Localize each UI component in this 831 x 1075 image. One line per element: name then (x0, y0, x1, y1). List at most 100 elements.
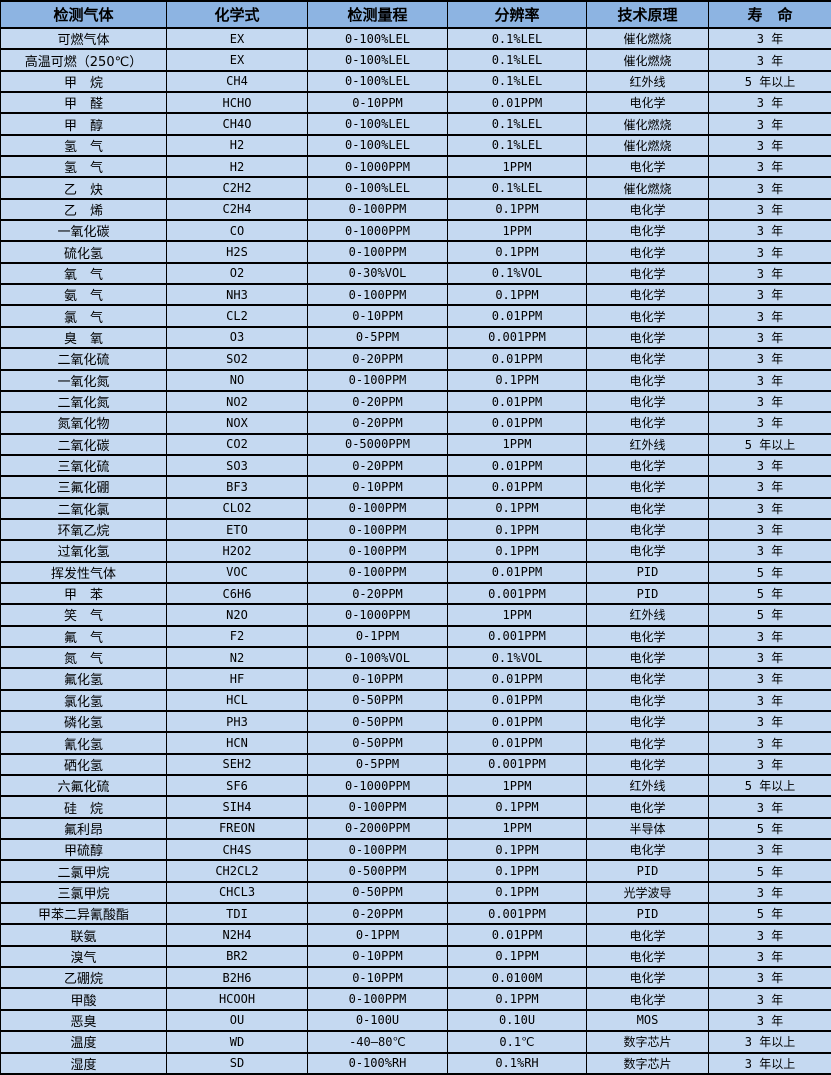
cell-range: 0-100%LEL (307, 112, 448, 136)
cell-resolution: 0.01PPM (447, 411, 587, 435)
cell-range: 0-10PPM (307, 91, 448, 115)
cell-resolution: 0.01PPM (447, 923, 587, 947)
cell-gas: 湿度 (0, 1051, 167, 1075)
cell-principle: 催化燃烧 (586, 133, 709, 158)
cell-lifespan: 5 年 (708, 902, 831, 926)
cell-gas: 笑 气 (0, 603, 167, 627)
cell-lifespan: 3 年 (708, 838, 831, 862)
cell-range: 0-5000PPM (307, 432, 448, 456)
cell-principle: 红外线 (586, 774, 709, 798)
cell-resolution: 0.001PPM (447, 624, 587, 648)
cell-lifespan: 5 年以上 (708, 432, 831, 456)
table-row: 湿度 SD 0-100%RH 0.1%RH 数字芯片 3 年以上 (0, 1051, 831, 1075)
column-header-principle: 技术原理 (586, 0, 709, 29)
cell-gas: 一氧化碳 (0, 219, 167, 243)
cell-resolution: 0.01PPM (447, 475, 587, 499)
cell-range: 0-100PPM (307, 539, 448, 563)
cell-gas: 氯 气 (0, 304, 167, 328)
cell-gas: 乙硼烷 (0, 966, 167, 990)
cell-lifespan: 3 年以上 (708, 1051, 831, 1075)
table-row: 甲酸 HCOOH 0-100PPM 0.1PPM 电化学 3 年 (0, 987, 831, 1011)
cell-gas: 挥发性气体 (0, 560, 167, 584)
table-row: 二氧化氯 CLO2 0-100PPM 0.1PPM 电化学 3 年 (0, 496, 831, 520)
cell-resolution: 0.01PPM (447, 709, 587, 734)
cell-lifespan: 3 年 (708, 347, 831, 371)
cell-formula: FREON (166, 816, 308, 841)
column-header-gas: 检测气体 (0, 0, 167, 29)
cell-resolution: 0.1PPM (447, 838, 587, 862)
cell-principle: 电化学 (586, 283, 709, 307)
table-row: 氨 气 NH3 0-100PPM 0.1PPM 电化学 3 年 (0, 283, 831, 307)
cell-principle: MOS (586, 1008, 709, 1033)
cell-resolution: 0.1PPM (447, 283, 587, 307)
cell-lifespan: 3 年 (708, 453, 831, 478)
cell-principle: 催化燃烧 (586, 48, 709, 72)
cell-formula: HCOOH (166, 987, 308, 1011)
table-row: 甲 苯 C6H6 0-20PPM 0.001PPM PID 5 年 (0, 581, 831, 606)
cell-gas: 硒化氢 (0, 752, 167, 777)
cell-principle: 红外线 (586, 69, 709, 94)
cell-lifespan: 3 年 (708, 645, 831, 670)
cell-formula: B2H6 (166, 966, 308, 990)
cell-lifespan: 5 年 (708, 859, 831, 883)
cell-gas: 溴气 (0, 944, 167, 969)
cell-lifespan: 3 年 (708, 133, 831, 158)
cell-principle: 催化燃烧 (586, 26, 709, 51)
cell-principle: 电化学 (586, 240, 709, 264)
cell-resolution: 0.1%LEL (447, 133, 587, 158)
cell-lifespan: 3 年 (708, 389, 831, 414)
cell-lifespan: 3 年 (708, 240, 831, 264)
cell-resolution: 0.10U (447, 1008, 587, 1033)
table-row: 温度 WD -40—80℃ 0.1℃ 数字芯片 3 年以上 (0, 1030, 831, 1054)
cell-lifespan: 5 年以上 (708, 69, 831, 94)
cell-lifespan: 3 年 (708, 880, 831, 905)
cell-gas: 甲酸 (0, 987, 167, 1011)
cell-gas: 二氧化氯 (0, 496, 167, 520)
cell-gas: 氨 气 (0, 283, 167, 307)
cell-range: 0-100%LEL (307, 133, 448, 158)
cell-principle: 红外线 (586, 432, 709, 456)
cell-formula: CL2 (166, 304, 308, 328)
table-row: 笑 气 N2O 0-1000PPM 1PPM 红外线 5 年 (0, 603, 831, 627)
table-row: 氯 气 CL2 0-10PPM 0.01PPM 电化学 3 年 (0, 304, 831, 328)
cell-lifespan: 3 年 (708, 91, 831, 115)
cell-principle: 电化学 (586, 368, 709, 392)
cell-resolution: 0.001PPM (447, 581, 587, 606)
cell-range: 0-50PPM (307, 880, 448, 905)
cell-formula: HCHO (166, 91, 308, 115)
cell-principle: 电化学 (586, 944, 709, 969)
cell-principle: 红外线 (586, 603, 709, 627)
cell-gas: 乙 炔 (0, 176, 167, 200)
table-row: 甲 醇 CH4O 0-100%LEL 0.1%LEL 催化燃烧 3 年 (0, 112, 831, 136)
table-row: 溴气 BR2 0-10PPM 0.1PPM 电化学 3 年 (0, 944, 831, 969)
cell-resolution: 0.001PPM (447, 325, 587, 350)
cell-gas: 氧 气 (0, 261, 167, 286)
table-row: 二氧化碳 CO2 0-5000PPM 1PPM 红外线 5 年以上 (0, 432, 831, 456)
cell-resolution: 0.1PPM (447, 368, 587, 392)
cell-gas: 氢 气 (0, 155, 167, 179)
cell-gas: 二氧化氮 (0, 389, 167, 414)
column-header-formula: 化学式 (166, 0, 308, 29)
cell-formula: CH4S (166, 838, 308, 862)
table-row: 挥发性气体 VOC 0-100PPM 0.01PPM PID 5 年 (0, 560, 831, 584)
cell-formula: CO (166, 219, 308, 243)
cell-resolution: 0.01PPM (447, 667, 587, 691)
cell-range: 0-20PPM (307, 389, 448, 414)
cell-range: 0-100%LEL (307, 69, 448, 94)
cell-resolution: 0.1%VOL (447, 645, 587, 670)
table-row: 可燃气体 EX 0-100%LEL 0.1%LEL 催化燃烧 3 年 (0, 26, 831, 51)
cell-lifespan: 5 年 (708, 581, 831, 606)
cell-lifespan: 5 年 (708, 560, 831, 584)
cell-range: 0-2000PPM (307, 816, 448, 841)
cell-formula: HCN (166, 731, 308, 755)
cell-resolution: 1PPM (447, 774, 587, 798)
cell-principle: 电化学 (586, 923, 709, 947)
cell-gas: 过氧化氢 (0, 539, 167, 563)
table-row: 过氧化氢 H2O2 0-100PPM 0.1PPM 电化学 3 年 (0, 539, 831, 563)
cell-lifespan: 3 年 (708, 411, 831, 435)
table-row: 高温可燃（250℃） EX 0-100%LEL 0.1%LEL 催化燃烧 3 年 (0, 48, 831, 72)
cell-lifespan: 3 年 (708, 752, 831, 777)
cell-resolution: 0.01PPM (447, 453, 587, 478)
cell-resolution: 0.01PPM (447, 731, 587, 755)
cell-range: 0-100%LEL (307, 176, 448, 200)
